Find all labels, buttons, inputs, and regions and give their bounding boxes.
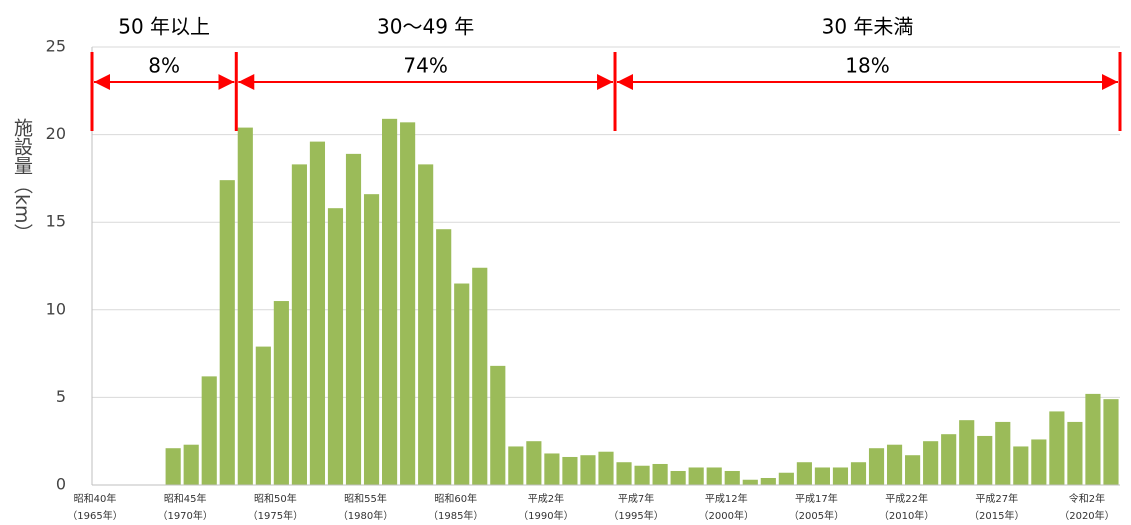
- span-share: 18%: [845, 54, 889, 78]
- bar: [345, 153, 362, 485]
- bar: [814, 467, 830, 485]
- y-tick-label: 20: [46, 124, 66, 143]
- bar: [1103, 399, 1119, 485]
- bar: [959, 420, 975, 485]
- x-tick-year: （1995年）: [608, 509, 663, 522]
- bar: [598, 451, 614, 485]
- bar: [670, 470, 686, 485]
- x-tick-label: 平成7年: [618, 492, 654, 505]
- bar: [616, 462, 632, 485]
- bar: [309, 141, 326, 485]
- x-tick-label: 平成12年: [705, 492, 748, 505]
- x-tick-label: 昭和55年: [344, 492, 387, 505]
- bar: [291, 164, 307, 485]
- span-label: 30〜49 年: [377, 15, 474, 39]
- x-tick-year: （2000年）: [699, 509, 754, 522]
- span-share: 8%: [148, 54, 180, 78]
- x-tick-label: 昭和45年: [164, 492, 207, 505]
- bar: [941, 434, 957, 485]
- bar: [418, 164, 434, 485]
- bar: [201, 376, 217, 485]
- bar: [923, 441, 939, 485]
- bar: [688, 467, 704, 485]
- bar: [652, 463, 668, 485]
- bar: [165, 448, 181, 485]
- bar: [796, 462, 812, 485]
- bar: [778, 472, 794, 485]
- bar: [832, 467, 849, 485]
- bar: [868, 448, 885, 485]
- x-tick-year: （1990年）: [518, 509, 573, 522]
- bar: [760, 477, 776, 485]
- bar: [363, 194, 380, 485]
- bar: [1031, 439, 1047, 485]
- bar: [706, 467, 722, 485]
- y-tick-label: 10: [46, 299, 66, 318]
- bar: [472, 267, 488, 485]
- bar: [905, 455, 921, 485]
- bar: [850, 462, 867, 485]
- bar: [237, 127, 253, 485]
- bar: [454, 283, 470, 485]
- bar: [400, 122, 416, 485]
- x-tick-label: 昭和60年: [434, 492, 477, 505]
- bar: [526, 441, 542, 485]
- x-tick-year: （2020年）: [1059, 509, 1114, 522]
- bar: [724, 470, 740, 485]
- y-tick-label: 15: [46, 212, 66, 231]
- bar: [544, 453, 560, 485]
- bar: [1049, 411, 1065, 485]
- x-tick-label: 令和2年: [1069, 492, 1105, 505]
- bar: [490, 365, 506, 485]
- bar: [580, 455, 596, 485]
- x-tick-year: （1975年）: [248, 509, 303, 522]
- x-tick-year: （1965年）: [67, 509, 122, 522]
- x-tick-year: （1970年）: [157, 509, 212, 522]
- bar: [977, 435, 993, 485]
- y-tick-label: 5: [56, 387, 66, 406]
- bar: [995, 421, 1011, 485]
- x-tick-label: 平成2年: [528, 492, 564, 505]
- bar: [273, 301, 289, 485]
- bar: [634, 465, 650, 485]
- x-tick-year: （1980年）: [338, 509, 393, 522]
- x-tick-year: （2010年）: [879, 509, 934, 522]
- bar: [219, 180, 235, 486]
- bar: [886, 444, 903, 485]
- bar: [183, 444, 199, 485]
- span-label: 50 年以上: [118, 15, 210, 39]
- bar: [1067, 421, 1083, 485]
- x-tick-label: 昭和40年: [74, 492, 117, 505]
- bar: [327, 208, 344, 485]
- y-tick-label: 0: [56, 475, 66, 494]
- x-tick-label: 平成17年: [795, 492, 838, 505]
- bar: [1085, 393, 1101, 485]
- x-tick-year: （2005年）: [789, 509, 844, 522]
- bar: [1013, 446, 1029, 485]
- x-tick-label: 平成22年: [885, 492, 928, 505]
- bar: [255, 346, 271, 485]
- x-tick-year: （1985年）: [428, 509, 483, 522]
- x-tick-year: （2015年）: [969, 509, 1024, 522]
- bar: [562, 456, 578, 485]
- bar: [382, 118, 398, 485]
- span-share: 74%: [403, 54, 447, 78]
- bar: [508, 446, 524, 485]
- x-tick-label: 平成27年: [975, 492, 1018, 505]
- x-tick-label: 昭和50年: [254, 492, 297, 505]
- bar: [436, 229, 452, 485]
- span-label: 30 年未満: [822, 15, 914, 39]
- y-axis-label: 施設量（km）: [11, 118, 33, 243]
- bar: [742, 479, 758, 485]
- y-tick-label: 25: [46, 37, 66, 56]
